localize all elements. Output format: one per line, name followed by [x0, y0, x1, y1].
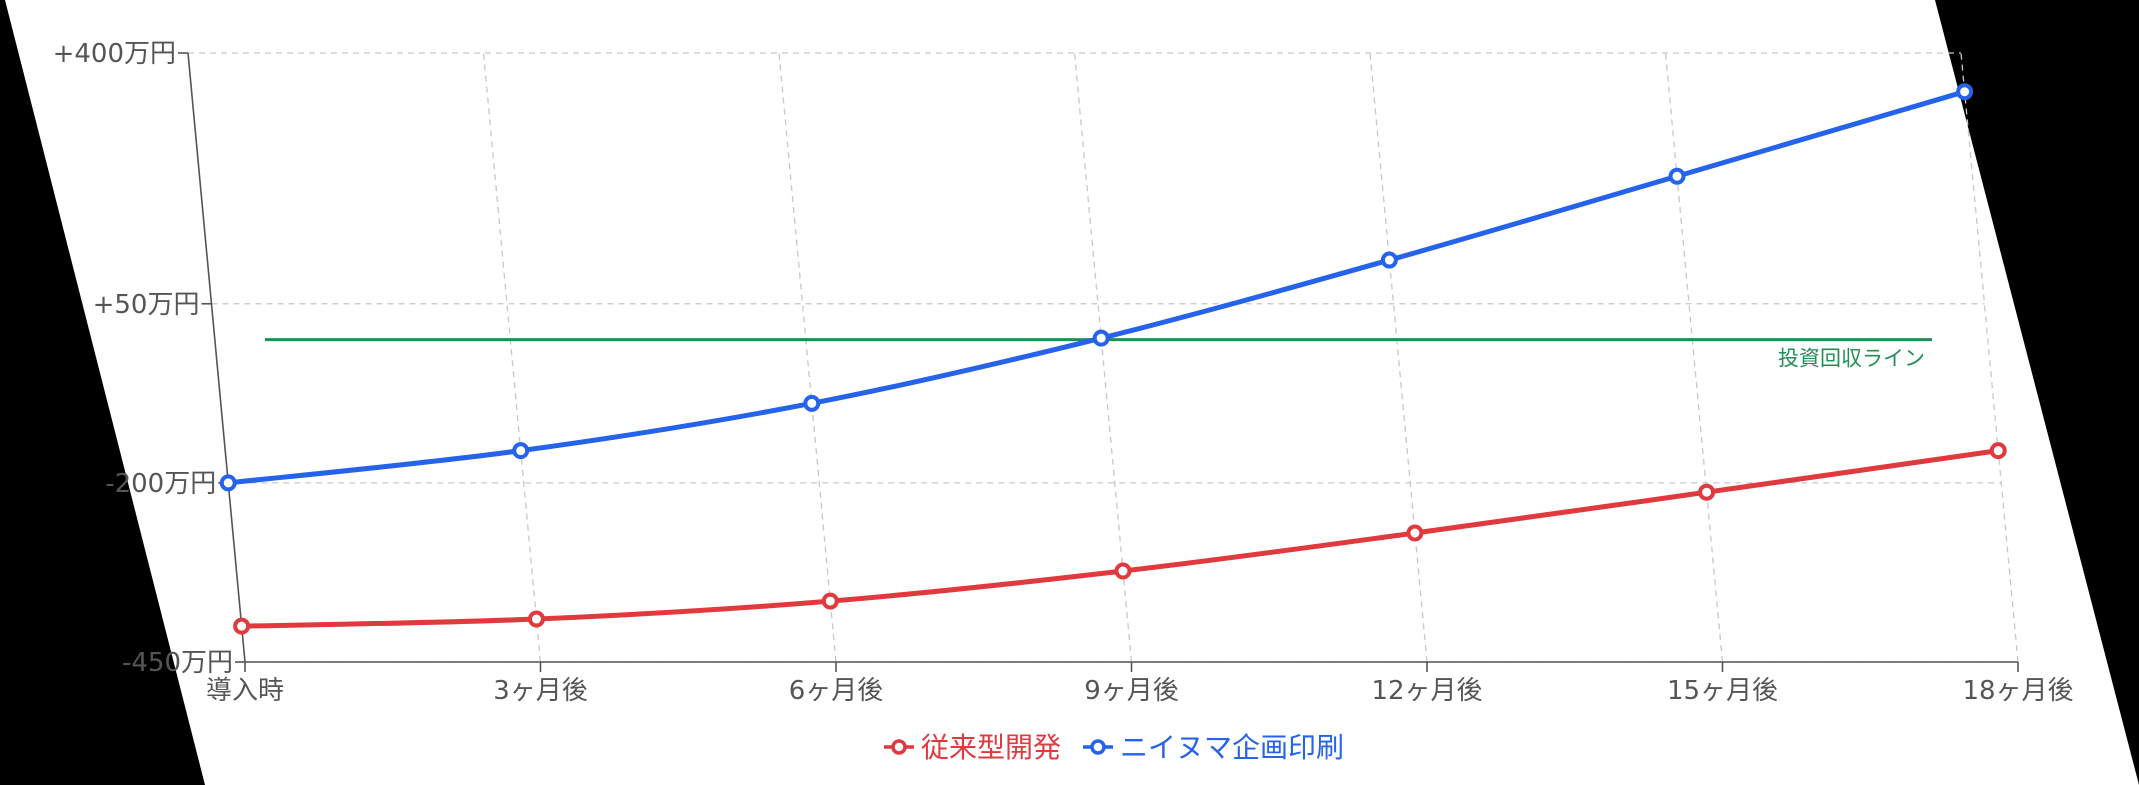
vertical-gridline: [482, 52, 542, 663]
x-tick-label: 18ヶ月後: [1962, 676, 2073, 706]
data-point: [233, 617, 251, 635]
legend-swatch-marker: [891, 739, 907, 755]
data-point: [1956, 83, 1974, 101]
data-point: [1380, 251, 1398, 269]
data-point: [1406, 524, 1424, 542]
legend-label: 従来型開発: [921, 731, 1061, 764]
x-tick-label: 3ヶ月後: [493, 676, 588, 706]
data-point: [1668, 167, 1686, 185]
x-tick-label: 9ヶ月後: [1084, 676, 1179, 706]
y-tick-label: -200万円: [105, 469, 216, 499]
y-tick-label: +400万円: [53, 39, 176, 69]
x-tick-label: 6ヶ月後: [789, 676, 884, 706]
break-even-label: 投資回収ライン: [1778, 347, 1925, 371]
vertical-gridline: [1369, 52, 1428, 663]
x-tick-label: 15ヶ月後: [1667, 676, 1778, 706]
data-point: [219, 474, 237, 492]
data-point: [821, 592, 839, 610]
data-point: [512, 442, 530, 460]
vertical-gridline: [1960, 52, 2019, 663]
x-tick-label: 12ヶ月後: [1371, 676, 1482, 706]
y-tick-label: +50万円: [93, 290, 200, 320]
series-layer: [219, 83, 2007, 635]
data-point: [527, 610, 545, 628]
axis-layer: [178, 52, 2019, 672]
legend: 従来型開発 ニイヌマ企画印刷: [884, 731, 1344, 764]
x-tick-label: 導入時: [206, 676, 284, 706]
data-point: [1698, 483, 1716, 501]
vertical-gridline: [778, 52, 837, 663]
legend-swatch-marker: [1090, 739, 1106, 755]
y-tick-label: -450万円: [122, 648, 233, 678]
vertical-gridline: [1073, 52, 1133, 663]
legend-label: ニイヌマ企画印刷: [1120, 731, 1344, 764]
data-point: [1114, 562, 1132, 580]
chart-background: [5, 0, 2139, 785]
y-axis-line: [187, 52, 246, 663]
vertical-gridline: [1664, 52, 1724, 663]
data-point: [1989, 442, 2007, 460]
data-point: [1092, 329, 1110, 347]
data-point: [803, 394, 821, 412]
